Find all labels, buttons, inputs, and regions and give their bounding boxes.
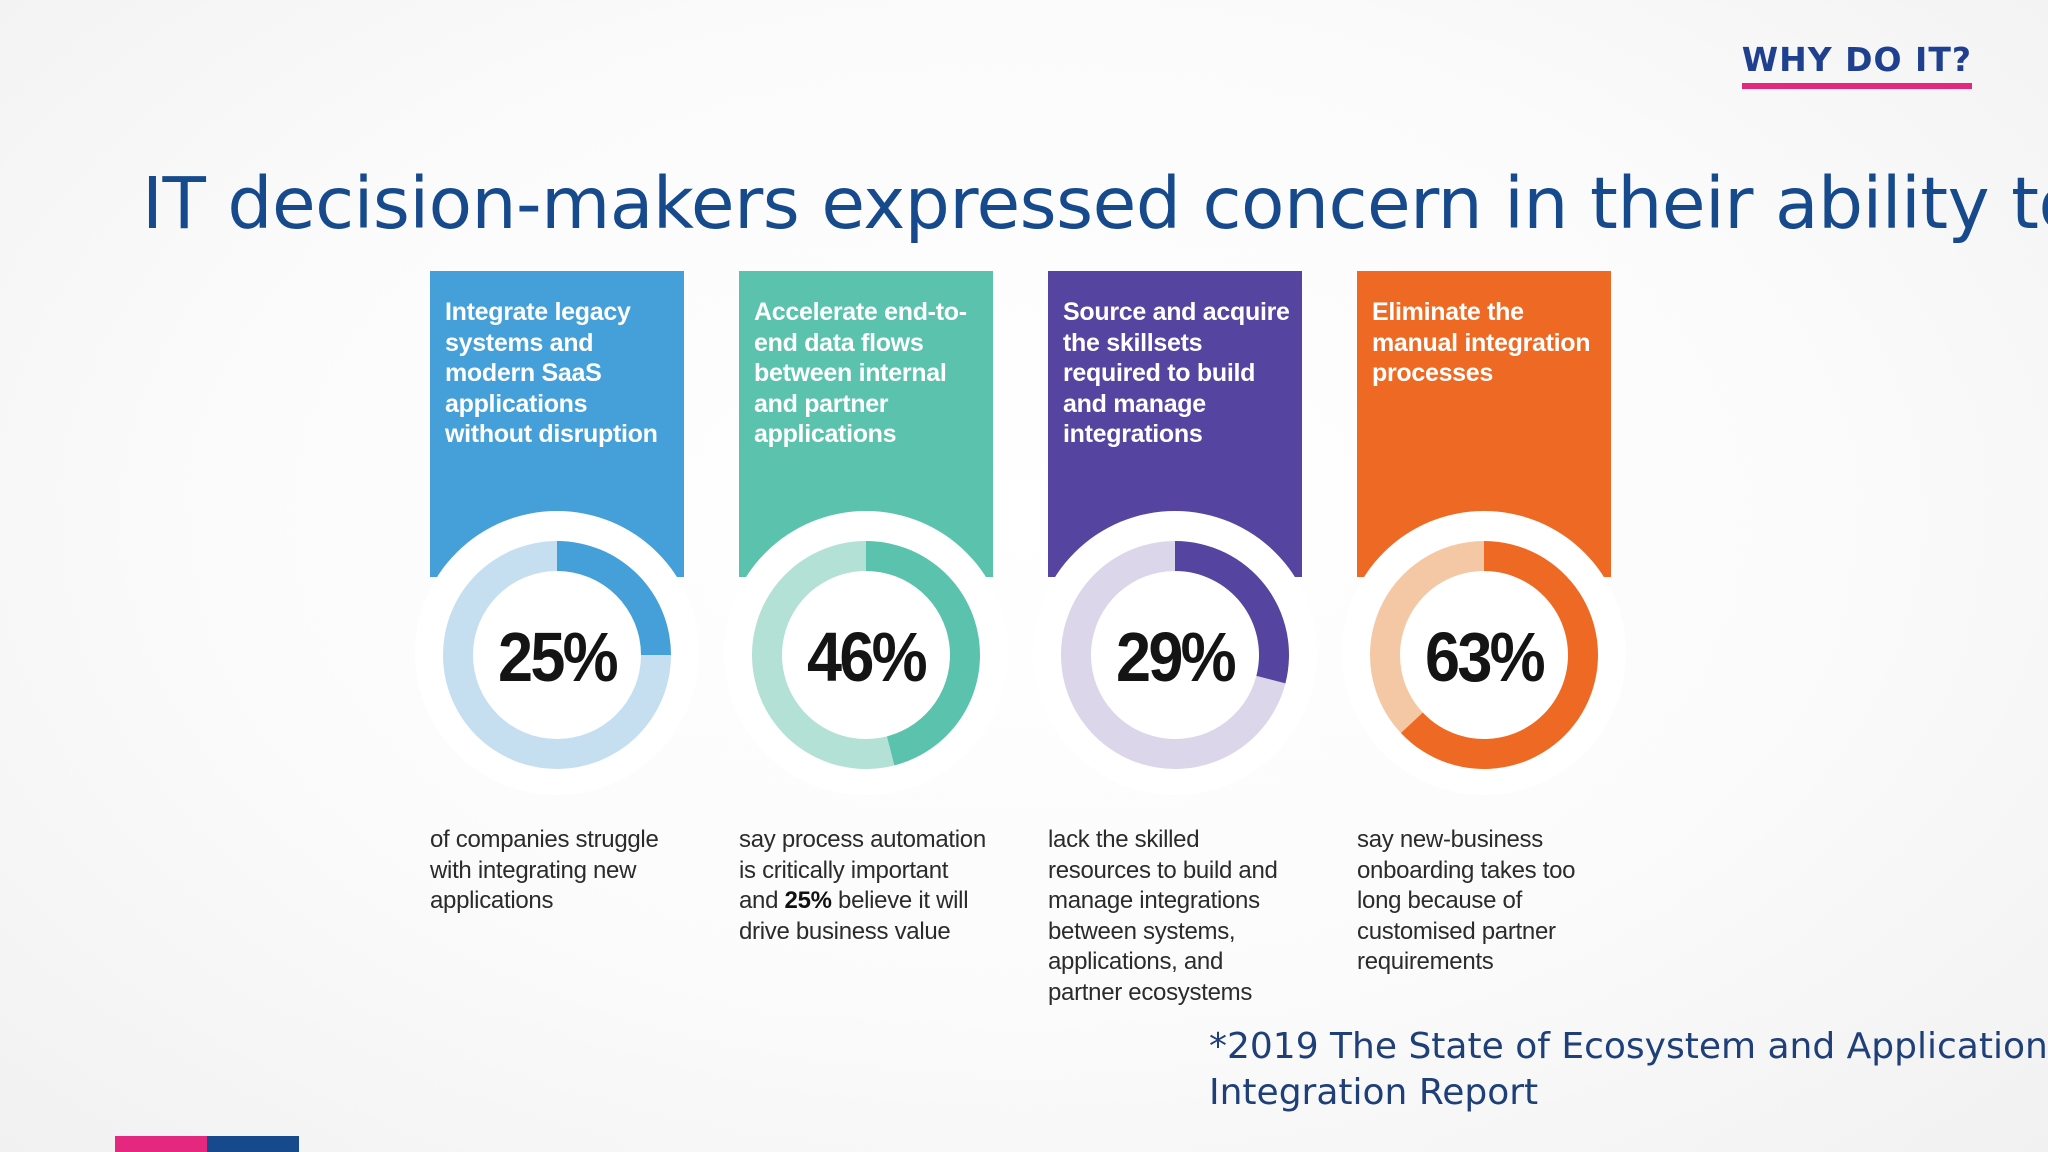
description-text: say new-business onboarding takes too lo… — [1357, 826, 1576, 975]
donut-card: Accelerate end-to-end data flows between… — [724, 271, 1008, 1001]
percentage-label: 63% — [1424, 618, 1546, 696]
donut-chart — [443, 541, 671, 769]
card-description: lack the skilled resources to build and … — [1048, 825, 1302, 1008]
donut-chart — [1061, 541, 1289, 769]
card-banner: Accelerate end-to-end data flows between… — [739, 271, 993, 577]
card-banner: Source and acquire the skillsets require… — [1048, 271, 1302, 577]
card-description: say new-business onboarding takes too lo… — [1357, 825, 1611, 978]
source-note: *2019 The State of Ecosystem and Applica… — [1209, 1026, 2048, 1113]
description-text: of companies struggle with integrating n… — [430, 826, 659, 914]
card-heading: Accelerate end-to-end data flows between… — [754, 298, 967, 448]
donut-chart — [752, 541, 980, 769]
donut-ring-backdrop — [1033, 511, 1317, 795]
percentage-label: 46% — [806, 618, 928, 696]
donut-value-segment — [1400, 541, 1598, 769]
percentage-label: 25% — [497, 618, 619, 696]
donut-remainder-segment — [1370, 541, 1484, 734]
donut-value-segment — [1175, 541, 1289, 684]
description-text: say process automation is critically imp… — [739, 826, 986, 914]
donut-card: Integrate legacy systems and modern SaaS… — [415, 271, 699, 1001]
card-banner: Integrate legacy systems and modern SaaS… — [430, 271, 684, 577]
card-description: say process automation is critically imp… — [739, 825, 993, 947]
donut-chart — [1370, 541, 1598, 769]
footer-accent-blue — [207, 1136, 299, 1152]
section-tag: WHY DO IT? — [1741, 40, 1972, 89]
donut-value-segment — [557, 541, 671, 655]
description-text: lack the skilled resources to build and … — [1048, 826, 1278, 1006]
donut-ring-backdrop — [415, 511, 699, 795]
page-title: IT decision-makers expressed concern in … — [142, 162, 2048, 245]
donut-card: Source and acquire the skillsets require… — [1033, 271, 1317, 1006]
donut-ring-backdrop — [1342, 511, 1626, 795]
donut-remainder-segment — [752, 541, 895, 769]
donut-card: Eliminate the manual integration process… — [1342, 271, 1626, 1001]
card-heading: Source and acquire the skillsets require… — [1063, 298, 1290, 448]
description-text: believe it will drive business value — [739, 887, 969, 945]
card-heading: Integrate legacy systems and modern SaaS… — [445, 298, 658, 448]
card-description: of companies struggle with integrating n… — [430, 825, 684, 917]
donut-value-segment — [866, 541, 980, 766]
description-highlight: 25% — [784, 887, 832, 914]
footer-accent-pink — [115, 1136, 207, 1152]
card-heading: Eliminate the manual integration process… — [1372, 298, 1591, 387]
percentage-label: 29% — [1115, 618, 1237, 696]
donut-ring-backdrop — [724, 511, 1008, 795]
